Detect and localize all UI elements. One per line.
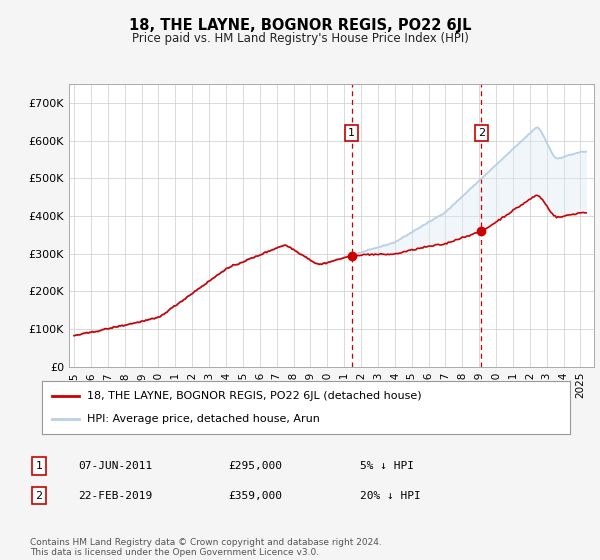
Text: 2: 2 [35,491,43,501]
Text: 20% ↓ HPI: 20% ↓ HPI [360,491,421,501]
Text: £359,000: £359,000 [228,491,282,501]
Text: 07-JUN-2011: 07-JUN-2011 [78,461,152,471]
Text: 1: 1 [35,461,43,471]
Text: 2: 2 [478,128,485,138]
Text: Contains HM Land Registry data © Crown copyright and database right 2024.
This d: Contains HM Land Registry data © Crown c… [30,538,382,557]
Text: 18, THE LAYNE, BOGNOR REGIS, PO22 6JL: 18, THE LAYNE, BOGNOR REGIS, PO22 6JL [129,18,471,34]
Text: Price paid vs. HM Land Registry's House Price Index (HPI): Price paid vs. HM Land Registry's House … [131,32,469,45]
Text: 5% ↓ HPI: 5% ↓ HPI [360,461,414,471]
Text: HPI: Average price, detached house, Arun: HPI: Average price, detached house, Arun [87,414,320,424]
Text: 22-FEB-2019: 22-FEB-2019 [78,491,152,501]
Text: 1: 1 [348,128,355,138]
Text: 18, THE LAYNE, BOGNOR REGIS, PO22 6JL (detached house): 18, THE LAYNE, BOGNOR REGIS, PO22 6JL (d… [87,391,422,401]
Text: £295,000: £295,000 [228,461,282,471]
